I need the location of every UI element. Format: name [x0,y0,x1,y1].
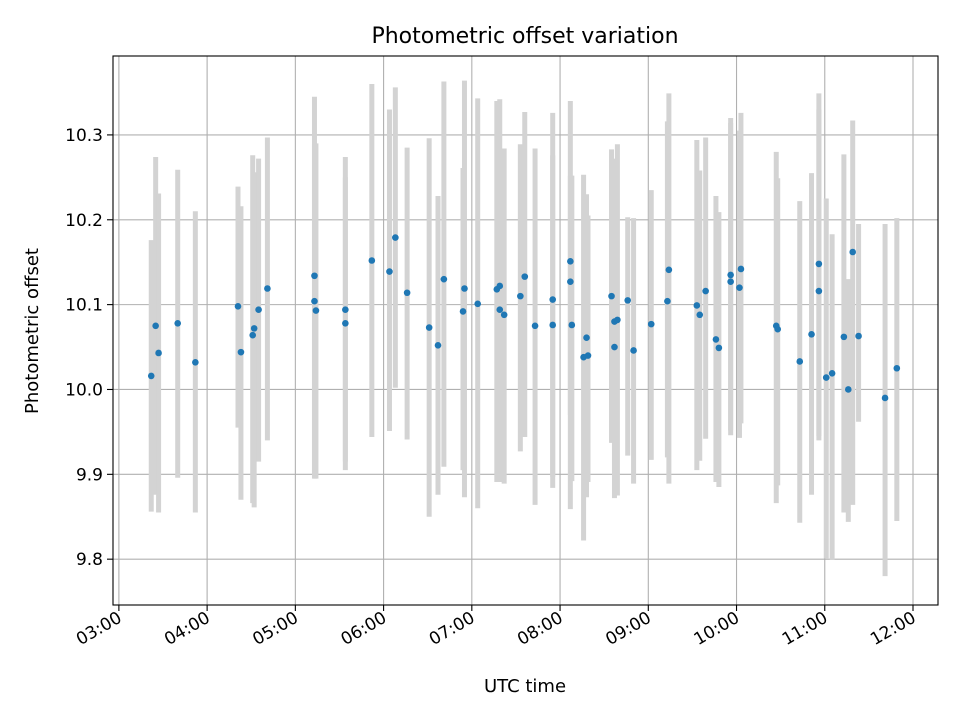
data-point [237,348,245,356]
y-tick-label: 9.8 [76,550,103,570]
data-point [496,306,504,314]
data-point [693,302,701,309]
data-point [822,374,830,381]
data-point [727,278,734,286]
data-point [614,316,621,324]
data-point [608,292,615,300]
data-point [583,334,590,342]
data-point [521,273,529,280]
data-point [425,324,433,331]
data-point [855,332,862,340]
data-point [152,322,159,330]
data-point [311,297,318,305]
data-point [517,292,524,300]
data-point [702,287,709,295]
data-point [496,282,504,290]
data-point [403,289,411,297]
data-point [342,306,349,314]
y-tick-label: 10.1 [65,296,103,316]
data-point [796,358,804,365]
data-point [567,278,574,286]
data-point [584,352,592,359]
data-point [840,333,848,341]
data-point [311,272,318,280]
data-point [893,364,901,372]
x-axis-label: UTC time [484,676,566,697]
data-point [727,271,734,279]
y-tick-label: 10.2 [65,211,103,231]
data-point [531,322,539,330]
data-point [665,266,673,274]
data-point [647,320,655,328]
data-point [567,258,574,265]
data-point [696,311,704,319]
data-point [664,297,671,305]
data-point [392,234,399,241]
data-point [155,349,162,357]
data-point [611,343,618,351]
y-axis-label: Photometric offset [22,248,43,414]
data-point [715,344,723,352]
data-point [234,303,242,310]
data-point [249,331,257,339]
data-point [342,319,349,327]
data-point [737,265,745,273]
data-point [568,321,576,329]
data-point [312,307,320,314]
data-point [250,325,258,332]
data-point [459,308,467,315]
data-point [147,372,155,380]
y-tick-label: 10.0 [65,380,103,400]
data-point [474,300,482,308]
data-point [844,386,852,393]
data-point [434,342,442,349]
data-point [549,321,557,329]
data-point [549,296,557,303]
data-point [500,311,508,319]
data-point [815,260,823,268]
data-point [736,284,743,291]
data-point [815,287,823,295]
y-axis-ticks: 9.8 9.9 10.0 10.1 10.2 10.3 [65,126,113,570]
data-point [368,257,376,264]
chart-title: Photometric offset variation [371,24,678,49]
data-point [461,285,468,292]
data-point [255,306,262,314]
data-point [264,285,271,292]
data-point [386,268,393,275]
data-point [828,370,836,377]
y-tick-label: 9.9 [76,465,103,485]
data-point [174,319,182,327]
data-point [440,275,448,283]
data-point [630,347,637,354]
data-point [624,297,632,304]
data-point [881,394,889,402]
y-tick-label: 10.3 [65,126,103,146]
data-point [808,331,815,338]
data-points [147,234,901,402]
data-point [774,325,782,333]
data-point [192,359,199,366]
plot-frame [112,55,939,606]
data-point [712,336,720,343]
data-point [849,248,857,256]
